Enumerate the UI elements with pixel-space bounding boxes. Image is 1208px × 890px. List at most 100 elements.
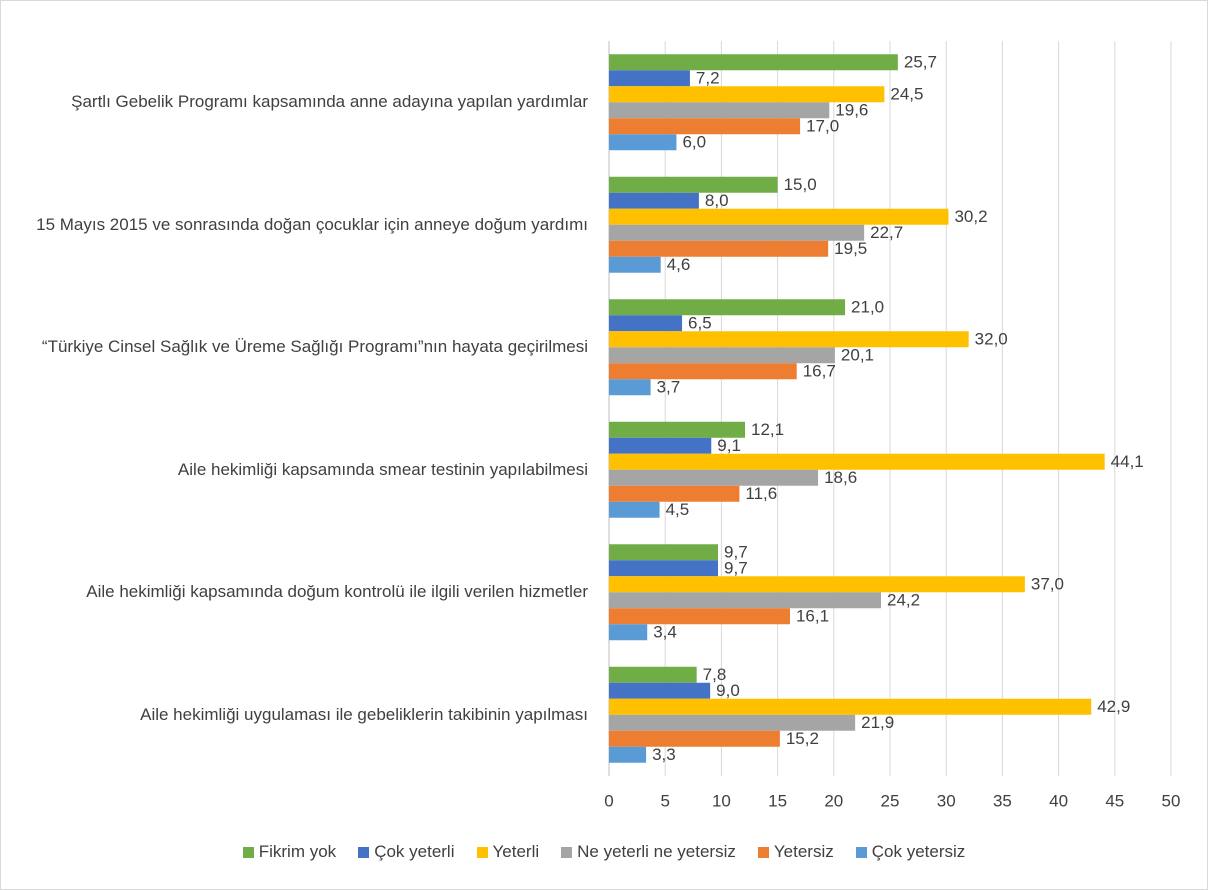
data-label: 3,3 bbox=[652, 745, 676, 764]
legend-item: Çok yetersiz bbox=[855, 842, 966, 862]
legend-swatch bbox=[358, 846, 370, 858]
legend-swatch bbox=[757, 846, 769, 858]
legend-item: Fikrim yok bbox=[242, 842, 337, 862]
bar bbox=[609, 256, 661, 273]
data-label: 30,2 bbox=[954, 207, 987, 226]
data-label: 37,0 bbox=[1031, 575, 1064, 594]
data-label: 18,6 bbox=[824, 468, 857, 487]
x-tick-label: 10 bbox=[712, 791, 731, 810]
data-label: 4,5 bbox=[666, 500, 690, 519]
legend-item: Yeterli bbox=[476, 842, 540, 862]
bar bbox=[609, 176, 778, 193]
bar bbox=[609, 118, 801, 135]
bar bbox=[609, 299, 846, 316]
legend-swatch bbox=[561, 846, 573, 858]
bar bbox=[609, 315, 683, 332]
bar bbox=[609, 608, 790, 625]
bar bbox=[609, 501, 660, 518]
bar bbox=[609, 363, 797, 380]
bar bbox=[609, 485, 740, 502]
bar bbox=[609, 714, 856, 731]
legend-label: Yeterli bbox=[492, 842, 540, 861]
data-label: 7,2 bbox=[696, 69, 720, 88]
data-label: 22,7 bbox=[870, 223, 903, 242]
data-label: 16,1 bbox=[796, 607, 829, 626]
legend-label: Fikrim yok bbox=[258, 842, 337, 861]
data-label: 12,1 bbox=[751, 420, 784, 439]
category-label: Aile hekimliği uygulaması ile gebelikler… bbox=[140, 704, 588, 724]
data-label: 19,5 bbox=[834, 239, 867, 258]
legend-item: Ne yeterli ne yetersiz bbox=[561, 842, 736, 862]
x-tick-label: 5 bbox=[660, 791, 669, 810]
x-tick-label: 20 bbox=[824, 791, 843, 810]
bar bbox=[609, 437, 712, 454]
x-tick-label: 40 bbox=[1049, 791, 1068, 810]
data-label: 21,0 bbox=[851, 298, 884, 317]
bar bbox=[609, 54, 898, 71]
bar bbox=[609, 576, 1025, 593]
legend-item: Çok yeterli bbox=[358, 842, 455, 862]
data-label: 16,7 bbox=[803, 362, 836, 381]
data-label: 9,7 bbox=[724, 559, 748, 578]
legend: Fikrim yok Çok yeterli Yeterli Ne yeterli n… bbox=[0, 842, 1208, 862]
legend-label: Ne yeterli ne yetersiz bbox=[577, 842, 736, 861]
bar bbox=[609, 544, 719, 561]
legend-item: Yetersiz bbox=[757, 842, 834, 862]
legend-swatch bbox=[476, 846, 488, 858]
bar bbox=[609, 560, 719, 577]
x-tick-label: 15 bbox=[768, 791, 787, 810]
data-label: 15,0 bbox=[784, 175, 817, 194]
legend-label: Çok yetersiz bbox=[871, 842, 966, 861]
data-label: 44,1 bbox=[1111, 452, 1144, 471]
bar bbox=[609, 102, 830, 119]
x-tick-label: 25 bbox=[881, 791, 900, 810]
data-label: 25,7 bbox=[904, 53, 937, 72]
bar bbox=[609, 698, 1092, 715]
data-label: 19,6 bbox=[835, 101, 868, 120]
data-label: 20,1 bbox=[841, 346, 874, 365]
data-label: 8,0 bbox=[705, 191, 729, 210]
bar bbox=[609, 453, 1105, 470]
x-tick-label: 30 bbox=[937, 791, 956, 810]
x-tick-label: 50 bbox=[1162, 791, 1181, 810]
bar bbox=[609, 421, 746, 438]
bar bbox=[609, 192, 699, 209]
data-label: 9,1 bbox=[717, 436, 741, 455]
data-label: 17,0 bbox=[806, 117, 839, 136]
category-label: 15 Mayıs 2015 ve sonrasında doğan çocukl… bbox=[36, 214, 588, 234]
data-label: 15,2 bbox=[786, 729, 819, 748]
bar bbox=[609, 469, 819, 486]
data-label: 6,5 bbox=[688, 314, 712, 333]
bar bbox=[609, 592, 882, 609]
data-label: 9,0 bbox=[716, 681, 740, 700]
bar bbox=[609, 730, 780, 747]
bar bbox=[609, 666, 697, 683]
data-label: 7,8 bbox=[703, 665, 727, 684]
category-label: “Türkiye Cinsel Sağlık ve Üreme Sağlığı … bbox=[41, 337, 588, 357]
data-label: 9,7 bbox=[724, 543, 748, 562]
bar bbox=[609, 208, 949, 225]
legend-label: Yetersiz bbox=[773, 842, 834, 861]
bar bbox=[609, 240, 829, 257]
x-tick-label: 45 bbox=[1105, 791, 1124, 810]
category-label: Şartlı Gebelik Programı kapsamında anne … bbox=[71, 92, 588, 112]
data-label: 4,6 bbox=[667, 255, 691, 274]
category-label: Aile hekimliği kapsamında doğum kontrolü… bbox=[86, 582, 588, 602]
bar bbox=[609, 224, 865, 241]
data-label: 24,2 bbox=[887, 591, 920, 610]
bar bbox=[609, 624, 648, 641]
bar bbox=[609, 682, 711, 699]
x-tick-label: 35 bbox=[993, 791, 1012, 810]
data-label: 42,9 bbox=[1097, 697, 1130, 716]
bar bbox=[609, 347, 835, 364]
bar bbox=[609, 86, 885, 103]
legend-label: Çok yeterli bbox=[374, 842, 455, 861]
bar bbox=[609, 134, 677, 151]
data-label: 6,0 bbox=[682, 133, 706, 152]
bar bbox=[609, 746, 647, 763]
data-label: 3,7 bbox=[657, 378, 681, 397]
x-tick-label: 0 bbox=[604, 791, 613, 810]
